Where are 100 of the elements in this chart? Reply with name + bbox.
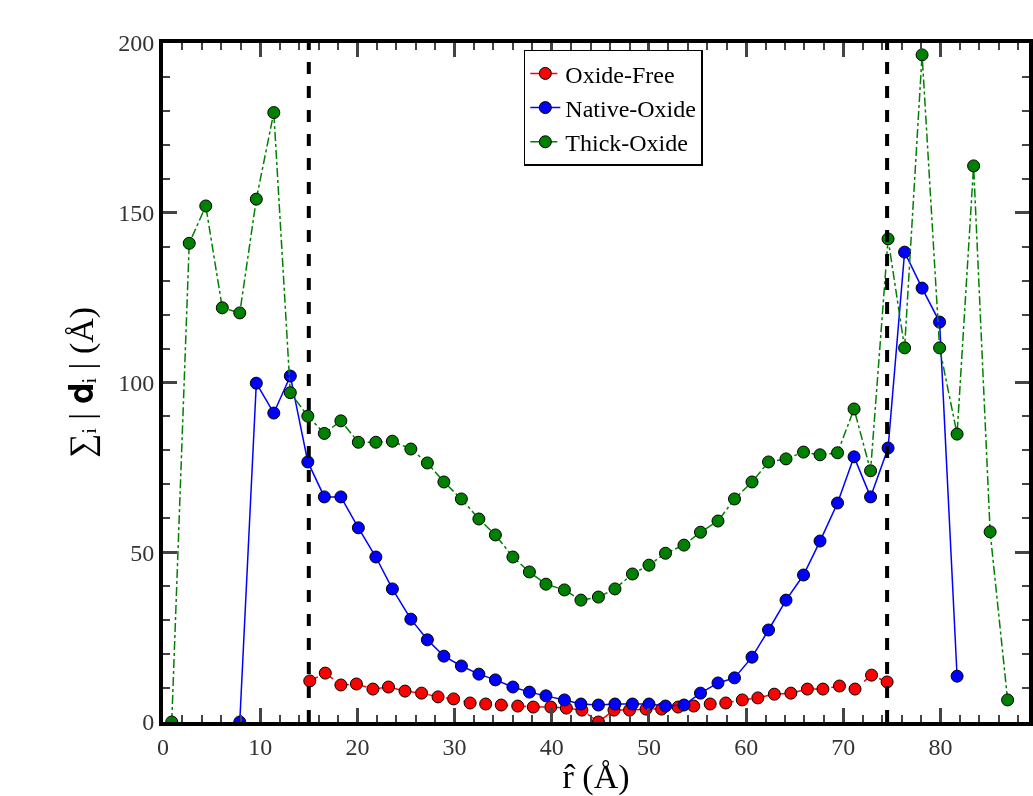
point bbox=[249, 376, 263, 390]
point bbox=[779, 593, 793, 607]
point bbox=[454, 659, 468, 673]
point bbox=[382, 680, 395, 694]
legend-label: Native-Oxide bbox=[565, 95, 696, 122]
point bbox=[301, 455, 315, 469]
point bbox=[366, 682, 380, 696]
point bbox=[574, 593, 588, 607]
point bbox=[199, 199, 213, 213]
point bbox=[385, 582, 399, 596]
point bbox=[334, 490, 348, 504]
point bbox=[431, 690, 445, 704]
point bbox=[267, 406, 281, 420]
point bbox=[488, 528, 502, 542]
point bbox=[447, 692, 461, 706]
x-tick-label: 70 bbox=[831, 733, 856, 760]
point bbox=[915, 48, 929, 62]
point bbox=[557, 583, 571, 597]
point bbox=[813, 534, 827, 548]
point bbox=[831, 496, 845, 510]
x-axis-title: r̂ (Å) bbox=[562, 758, 630, 796]
point bbox=[488, 673, 502, 687]
point bbox=[506, 550, 520, 564]
point bbox=[816, 682, 830, 696]
point bbox=[915, 281, 929, 295]
point bbox=[351, 521, 365, 535]
point bbox=[437, 649, 451, 663]
point bbox=[369, 550, 383, 564]
point bbox=[420, 633, 434, 647]
point bbox=[591, 698, 605, 712]
point bbox=[728, 492, 741, 506]
point bbox=[659, 546, 672, 560]
point bbox=[420, 456, 434, 470]
x-tick-label: 30 bbox=[442, 733, 467, 760]
point bbox=[351, 435, 365, 449]
point bbox=[303, 674, 317, 688]
point bbox=[625, 697, 639, 711]
x-tick-label: 20 bbox=[345, 733, 370, 760]
point bbox=[983, 525, 997, 539]
point bbox=[847, 402, 861, 416]
point bbox=[334, 678, 348, 692]
y-tick-label: 200 bbox=[118, 30, 155, 57]
point bbox=[762, 455, 776, 469]
point bbox=[967, 159, 981, 173]
y-tick-label: 0 bbox=[142, 709, 155, 736]
point bbox=[848, 682, 862, 696]
point bbox=[283, 386, 297, 400]
point bbox=[404, 612, 418, 626]
point bbox=[463, 696, 477, 710]
point bbox=[267, 106, 281, 120]
point bbox=[762, 623, 776, 637]
point bbox=[334, 414, 348, 428]
point bbox=[479, 697, 493, 711]
point bbox=[797, 445, 811, 459]
point bbox=[642, 697, 656, 711]
point bbox=[472, 667, 486, 681]
point bbox=[625, 567, 639, 581]
point bbox=[950, 427, 964, 441]
point bbox=[745, 475, 759, 489]
point bbox=[751, 691, 765, 705]
point bbox=[1001, 693, 1015, 707]
point bbox=[659, 699, 672, 713]
point bbox=[539, 689, 553, 703]
point bbox=[301, 409, 315, 423]
point bbox=[784, 686, 798, 700]
point bbox=[608, 582, 622, 596]
point bbox=[506, 680, 520, 694]
x-tick-label: 10 bbox=[248, 733, 273, 760]
point bbox=[318, 666, 332, 680]
x-tick-label: 50 bbox=[636, 733, 661, 760]
point bbox=[511, 699, 525, 713]
point bbox=[831, 446, 845, 460]
x-tick-label: 60 bbox=[734, 733, 759, 760]
point bbox=[950, 669, 964, 683]
y-tick-label: 50 bbox=[130, 539, 155, 566]
point bbox=[539, 577, 553, 591]
point bbox=[779, 452, 793, 466]
point bbox=[693, 525, 707, 539]
point bbox=[880, 675, 894, 689]
point bbox=[797, 568, 811, 582]
point bbox=[813, 448, 827, 462]
x-tick-label: 40 bbox=[539, 733, 564, 760]
point bbox=[864, 490, 878, 504]
point bbox=[864, 464, 878, 478]
point bbox=[800, 682, 814, 696]
point bbox=[719, 696, 733, 710]
point bbox=[728, 671, 741, 685]
point bbox=[522, 685, 536, 699]
point bbox=[693, 686, 707, 700]
point bbox=[847, 450, 861, 464]
point bbox=[215, 301, 229, 315]
point bbox=[574, 697, 588, 711]
point bbox=[494, 698, 508, 712]
y-tick-label: 150 bbox=[118, 200, 155, 227]
point bbox=[745, 650, 759, 664]
point bbox=[526, 700, 540, 714]
point bbox=[767, 687, 781, 701]
point bbox=[317, 426, 331, 440]
legend-label: Thick-Oxide bbox=[565, 130, 688, 157]
point bbox=[182, 236, 196, 250]
